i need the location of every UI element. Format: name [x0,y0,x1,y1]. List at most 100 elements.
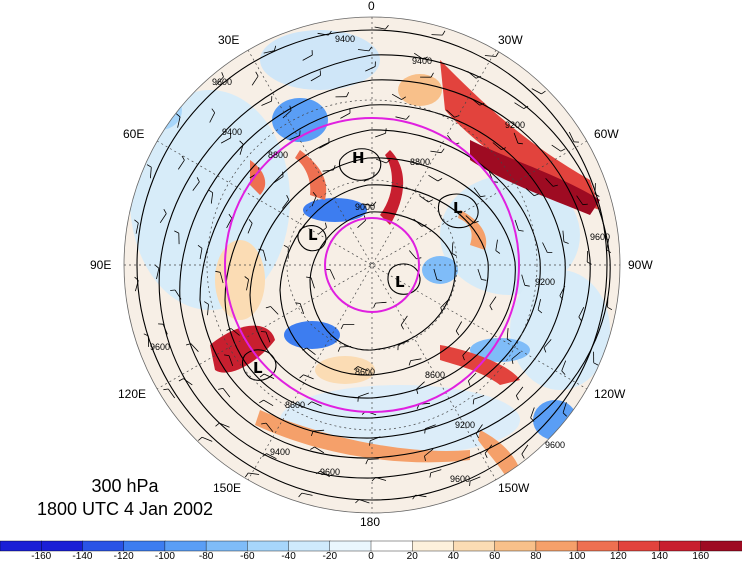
wind-barb [311,401,322,407]
wind-barb [222,388,231,398]
wind-barb [273,176,284,184]
wind-barb-flag [606,249,612,254]
wind-barb-flag [258,248,264,251]
contour-label: 9400 [335,34,355,44]
wind-barb [228,355,234,367]
wind-barb-flag [405,115,410,120]
wind-barb-flag [372,201,377,206]
wind-barb [428,174,439,182]
wind-barb [375,477,387,481]
wind-barb-flag [146,164,152,168]
lon-label-0: 0 [368,0,375,13]
wind-barb [470,97,480,106]
wind-barb-flag [429,472,432,478]
wind-barb [400,315,408,326]
wind-barb [543,339,552,348]
contour-label: 9200 [535,277,555,287]
low-center-label: L [308,226,318,244]
wind-barb [375,301,387,304]
wind-barb-flag [224,354,230,356]
wind-barb [473,187,481,197]
wind-barb-flag [607,306,613,311]
wind-barb [408,250,417,260]
wind-barb-flag [134,276,139,281]
wind-barb [263,399,274,407]
wind-barb [468,372,477,382]
wind-barb-flag [563,241,569,244]
wind-barb [230,328,240,336]
contour-label: 9200 [455,420,475,430]
wind-barb [162,324,168,335]
wind-barb [301,492,313,496]
wind-barb-flag [479,102,485,106]
wind-barb-flag [421,224,427,227]
wind-barb [511,351,521,360]
low-center-label: L [453,199,463,217]
wind-barb [310,75,321,82]
contour-label: 9400 [412,56,432,66]
wind-barb [247,223,253,234]
wind-barb [251,75,259,86]
wind-barb [568,131,575,143]
wind-barb [521,444,529,455]
wind-barb-flag [307,401,312,406]
wind-barb-flag [371,477,376,482]
wind-barb-flag [521,453,525,459]
wind-barb-flag [208,189,213,194]
wind-barb-flag [489,305,493,311]
wind-barb [525,188,535,196]
wind-barb [302,54,313,61]
lon-label-90w: 90W [628,258,653,272]
wind-barb [201,436,213,442]
wind-barb-flag [451,253,457,257]
wind-barb-flag [523,105,529,109]
wind-barb-flag [495,250,501,254]
wind-barb [475,424,483,434]
wind-barb-flag [260,331,267,333]
wind-barb-flag [325,222,327,228]
wind-barb-flag [462,355,465,361]
wind-barb-flag [424,455,426,461]
wind-barb-flag [501,147,506,150]
wind-barb [398,340,409,346]
lon-label-150e: 150E [213,481,241,495]
wind-barb-flag [369,440,371,446]
wind-barb [451,242,454,254]
wind-barb [320,470,331,478]
wind-barb-flag [197,244,203,249]
wind-barb [375,132,386,138]
wind-barb [177,159,185,170]
wind-barb [530,407,535,419]
wind-barb [495,239,498,251]
wind-barb-flag [473,220,479,224]
wind-barb [415,494,427,498]
height-contours [136,29,611,501]
wind-barb [515,386,524,396]
wind-barb [462,347,471,356]
wind-barb [174,289,182,300]
wind-barb [369,436,381,442]
wind-barb [559,285,566,296]
lon-label-30e: 30E [218,33,239,47]
wind-barb-flag [333,165,336,171]
contour-label: 8800 [268,150,288,160]
wind-barb-flag [163,209,167,214]
wind-barb [220,137,231,144]
wind-barb-flag [517,142,523,145]
wind-barb-flag [221,72,224,78]
wind-barb-flag [154,264,160,269]
pressure-centers: H L L L L [253,149,463,377]
wind-barb-flag [593,362,599,366]
wind-barb-flag [306,276,312,279]
wind-barb [469,476,481,482]
map-border [123,16,621,514]
lon-label-180: 180 [360,515,380,529]
wind-barb [135,280,139,292]
wind-barb-flag [265,306,271,309]
wind-barb [219,422,230,428]
wind-barb-flag [211,108,216,113]
wind-barb-flag [524,284,530,287]
wind-barb-flag [416,388,419,395]
wind-barb-flag [385,24,389,30]
